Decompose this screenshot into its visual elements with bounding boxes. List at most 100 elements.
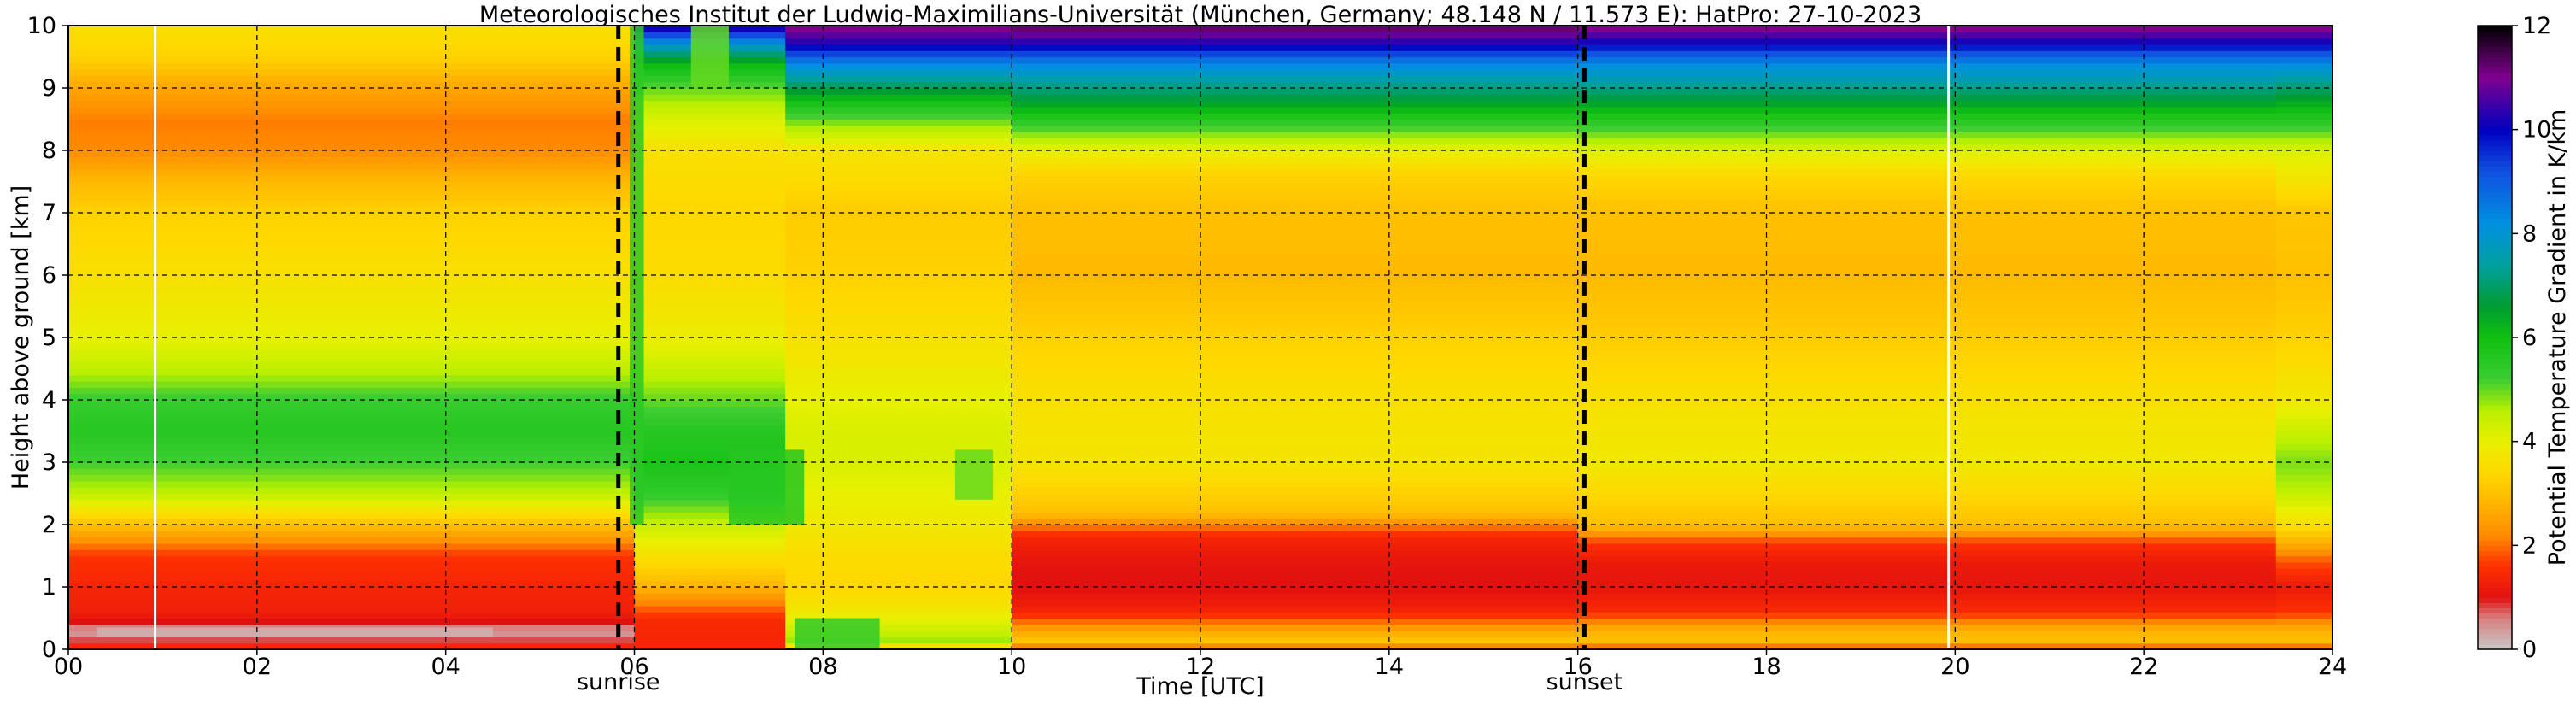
heatmap-cell: [68, 144, 636, 151]
x-tick-label: 12: [1186, 654, 1215, 680]
heatmap-cell: [68, 543, 636, 550]
heatmap-cell: [2275, 381, 2333, 388]
heatmap-cell: [634, 206, 786, 214]
colorbar-segment: [2478, 378, 2512, 385]
heatmap-cell: [2275, 144, 2333, 151]
colorbar-segment: [2478, 41, 2512, 47]
heatmap-cell: [785, 518, 1012, 525]
heatmap-cell: [1577, 493, 2277, 501]
heatmap-cell: [634, 343, 786, 351]
heatmap-cell: [2275, 69, 2333, 76]
heatmap-cell: [2275, 637, 2333, 644]
heatmap-cell: [2275, 593, 2333, 601]
y-tick-label: 0: [42, 637, 56, 663]
colorbar-segment: [2478, 290, 2512, 296]
colorbar-segment: [2478, 571, 2512, 578]
heatmap-cell: [1012, 62, 1579, 70]
heatmap-cell: [68, 256, 636, 263]
heatmap-cell: [785, 194, 1012, 201]
heatmap-cell: [634, 568, 786, 575]
heatmap-cell: [1577, 487, 2277, 495]
heatmap-cell: [68, 642, 636, 650]
heatmap-cell: [68, 531, 636, 538]
heatmap-cell: [68, 406, 636, 414]
heatmap-cell: [1577, 200, 2277, 208]
heatmap-cell: [1577, 368, 2277, 376]
colorbar-segment: [2478, 191, 2512, 198]
heatmap-cell: [68, 56, 636, 64]
colorbar-segment: [2478, 363, 2512, 370]
heatmap-cell: [1577, 325, 2277, 332]
heatmap-cell: [1012, 300, 1579, 308]
heatmap-cell: [68, 319, 636, 326]
colorbar-segment: [2478, 525, 2512, 531]
colorbar-segment: [2478, 144, 2512, 151]
heatmap-cell: [785, 56, 1012, 64]
heatmap-cell: [1577, 331, 2277, 338]
heatmap-cell: [1012, 605, 1579, 613]
heatmap-cell: [68, 312, 636, 320]
y-axis: 0 1 2 3 4 5 6 7 8 9 10: [27, 13, 68, 663]
y-tick-label: 3: [42, 449, 56, 476]
colorbar-segment: [2478, 628, 2512, 635]
heatmap-cell: [1577, 319, 2277, 326]
heatmap-cell: [68, 88, 636, 95]
heatmap-cell: [634, 449, 786, 457]
heatmap-cell: [634, 325, 786, 332]
heatmap-cell: [1577, 474, 2277, 482]
heatmap-cell: [1012, 624, 1579, 631]
heatmap-cell: [2275, 468, 2333, 476]
heatmap-cell: [1577, 374, 2277, 382]
heatmap-cell: [1577, 312, 2277, 320]
heatmap-cell: [1012, 331, 1579, 338]
heatmap-cell: [68, 568, 636, 575]
heatmap-cell: [68, 44, 636, 51]
heatmap-cell: [634, 175, 786, 183]
heatmap-cell: [68, 125, 636, 132]
heatmap-cell: [68, 474, 636, 482]
colorbar-gradient: [2478, 26, 2512, 650]
heatmap-cell: [1577, 44, 2277, 51]
heatmap-cell: [68, 612, 636, 619]
heatmap-cell: [2275, 150, 2333, 157]
heatmap-cell: [785, 187, 1012, 195]
heatmap-cell: [634, 319, 786, 326]
x-tick-label: 14: [1375, 654, 1404, 680]
heatmap-cell: [1012, 561, 1579, 569]
heatmap-cell: [785, 75, 1012, 83]
heatmap-cell: [634, 487, 786, 495]
heatmap-cell: [2275, 26, 2333, 32]
heatmap-cell: [2275, 406, 2333, 414]
heatmap-cell: [634, 455, 786, 463]
heatmap-cell: [1012, 368, 1579, 376]
heatmap-cell: [2275, 480, 2333, 488]
heatmap-cell: [2275, 325, 2333, 332]
colorbar-tick-label: 4: [2522, 429, 2537, 455]
heatmap-cell: [634, 431, 786, 438]
colorbar-segment: [2478, 72, 2512, 79]
x-tick-label: 24: [2318, 654, 2347, 680]
colorbar-segment: [2478, 503, 2512, 510]
colorbar-segment: [2478, 233, 2512, 240]
heatmap-cell: [68, 194, 636, 201]
colorbar-segment: [2478, 400, 2512, 406]
heatmap-cell: [634, 531, 786, 538]
heatmap-cell: [1577, 612, 2277, 619]
colorbar-segment: [2478, 98, 2512, 104]
heatmap-cell: [634, 468, 786, 476]
heatmap-cell: [1577, 94, 2277, 102]
colorbar-segment: [2478, 508, 2512, 515]
heatmap-cell: [1577, 100, 2277, 108]
heatmap-cell: [634, 181, 786, 189]
heatmap-cell: [1012, 362, 1579, 370]
heatmap-cell: [2275, 443, 2333, 450]
heatmap-cell: [2275, 194, 2333, 201]
heatmap-cell: [785, 499, 1012, 507]
heatmap-cell: [1577, 618, 2277, 625]
heatmap-cell: [68, 637, 636, 644]
heatmap-cell: [2275, 249, 2333, 257]
colorbar-segment: [2478, 223, 2512, 229]
heatmap-cell: [634, 400, 786, 407]
colorbar-segment: [2478, 348, 2512, 354]
heatmap-cell: [68, 168, 636, 176]
